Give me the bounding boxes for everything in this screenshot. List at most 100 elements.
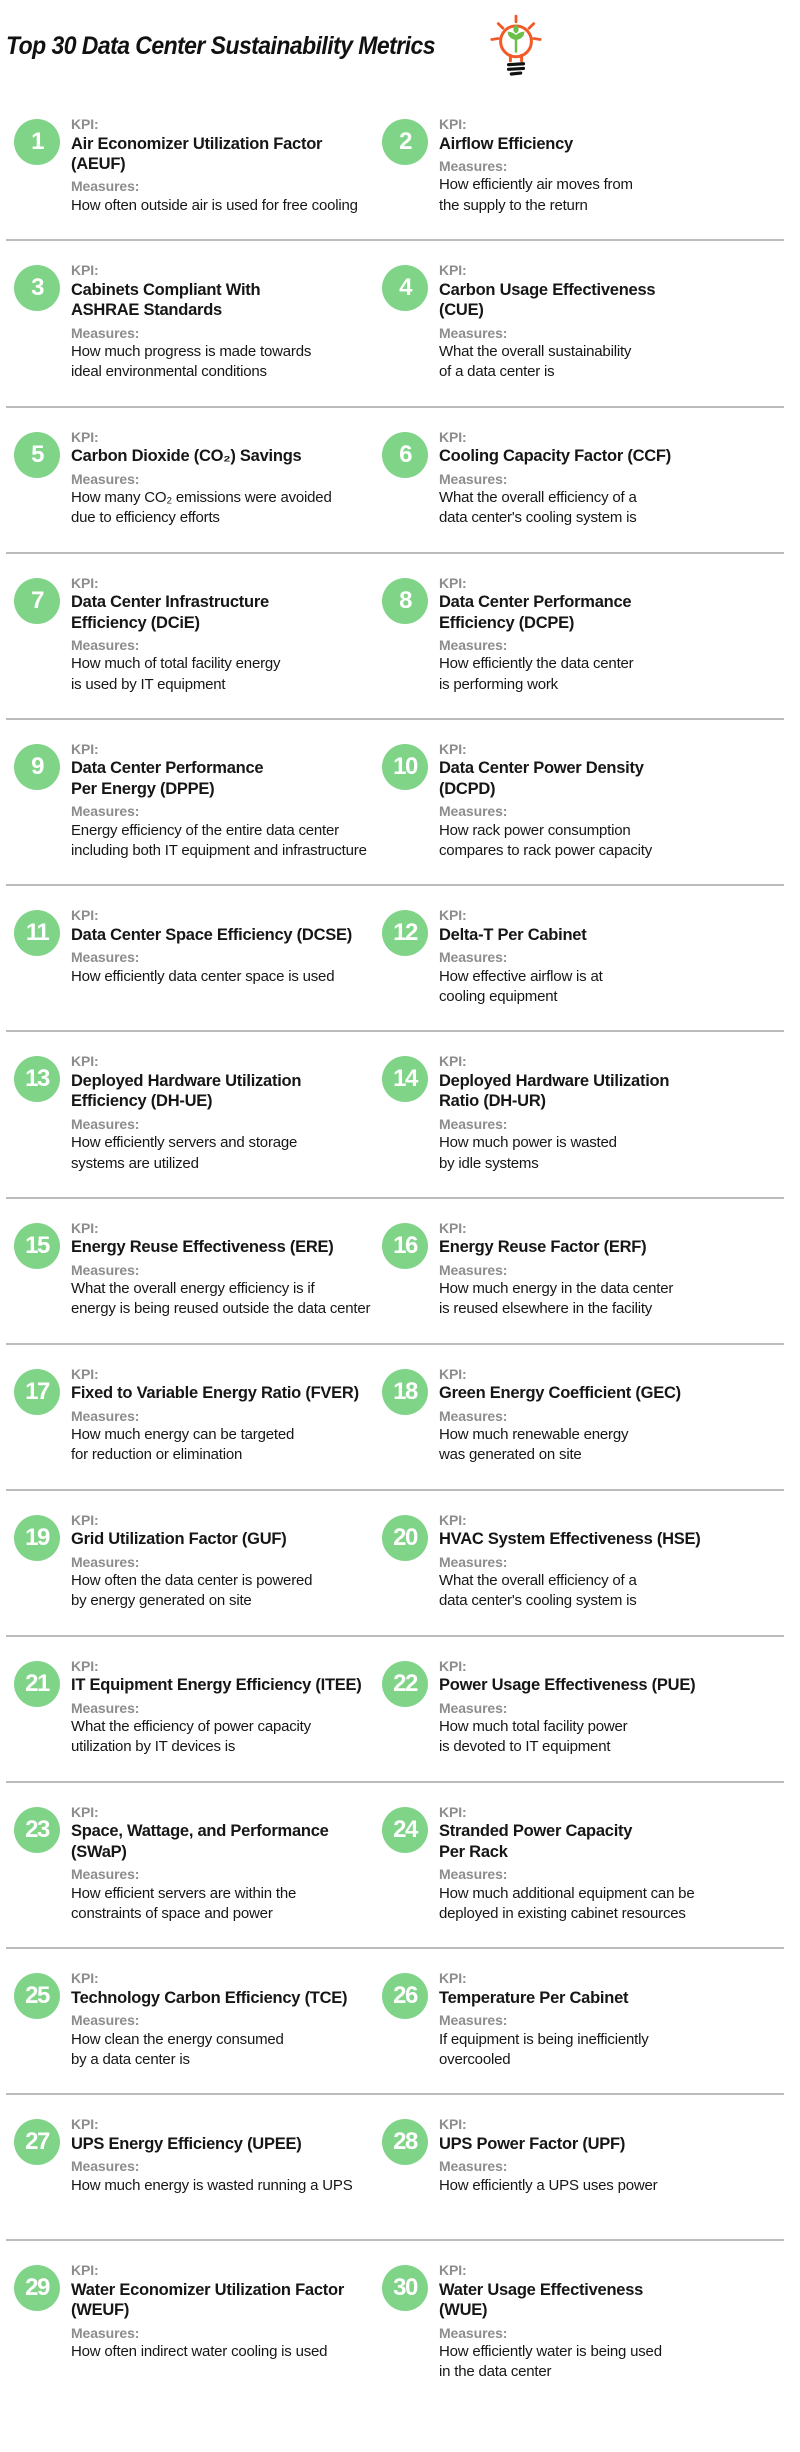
metric-number: 17 [25, 1377, 50, 1405]
measures-description: How often outside air is used for free c… [71, 196, 358, 214]
metric-text: KPI: UPS Power Factor (UPF) Measures: Ho… [439, 2116, 658, 2196]
metric-item: 9 KPI: Data Center Performance Per Energ… [6, 741, 374, 861]
kpi-name: Energy Reuse Effectiveness (ERE) [71, 1238, 334, 1257]
measures-description: How efficiently a UPS uses power [439, 2176, 658, 2194]
kpi-name: Data Center Performance Per Energy (DPPE… [71, 759, 264, 798]
metric-item: 23 KPI: Space, Wattage, and Performance … [6, 1804, 374, 1924]
metric-text: KPI: Power Usage Effectiveness (PUE) Mea… [439, 1657, 696, 1758]
metric-number-badge: 14 [382, 1056, 428, 1103]
metric-item: 27 KPI: UPS Energy Efficiency (UPEE) Mea… [6, 2116, 374, 2216]
metric-item: 22 KPI: Power Usage Effectiveness (PUE) … [374, 1658, 784, 1758]
metric-item: 1 KPI: Air Economizer Utilization Factor… [6, 116, 374, 216]
kpi-name: Space, Wattage, and Performance (SWaP) [71, 1822, 329, 1861]
measures-description: How much total facility power is devoted… [439, 1718, 628, 1756]
metric-number-badge: 1 [14, 119, 60, 165]
metric-number: 4 [399, 274, 412, 302]
measures-label: Measures: [71, 636, 140, 653]
metric-item: 12 KPI: Delta-T Per Cabinet Measures: Ho… [374, 907, 784, 1007]
kpi-label: KPI: [439, 1657, 467, 1674]
measures-label: Measures: [439, 2324, 508, 2341]
measures-label: Measures: [71, 1553, 140, 1570]
kpi-name: Deployed Hardware Utilization Ratio (DH-… [439, 1071, 670, 1111]
kpi-label: KPI: [71, 1511, 99, 1528]
metric-number-badge: 7 [14, 577, 60, 624]
measures-description: How efficient servers are within the con… [71, 1884, 297, 1922]
metric-number-badge: 13 [14, 1056, 60, 1103]
metric-number-badge: 30 [382, 2265, 428, 2312]
metric-number: 7 [31, 586, 44, 614]
metric-number: 1 [31, 128, 44, 155]
kpi-label: KPI: [439, 1970, 467, 1987]
metric-number-badge: 21 [14, 1660, 60, 1707]
metric-number: 28 [393, 2128, 418, 2156]
metric-number: 9 [31, 752, 44, 780]
metric-item: 30 KPI: Water Usage Effectiveness (WUE) … [374, 2262, 784, 2382]
metrics-row: 13 KPI: Deployed Hardware Utilization Ef… [6, 1032, 784, 1199]
measures-description: How often the data center is powered by … [71, 1572, 313, 1610]
measures-description: How much progress is made towards ideal … [71, 343, 312, 381]
measures-description: How efficiently servers and storage syst… [71, 1134, 298, 1172]
metrics-row: 1 KPI: Air Economizer Utilization Factor… [6, 95, 784, 242]
measures-description: How often indirect water cooling is used [71, 2343, 328, 2361]
kpi-name: Stranded Power Capacity Per Rack [439, 1822, 633, 1861]
metric-item: 7 KPI: Data Center Infrastructure Effici… [6, 575, 374, 695]
measures-label: Measures: [439, 1866, 508, 1883]
metric-number-badge: 25 [14, 1973, 60, 2020]
metric-number: 18 [393, 1377, 418, 1405]
kpi-name: Green Energy Coefficient (GEC) [439, 1384, 681, 1403]
kpi-label: KPI: [71, 2116, 99, 2133]
header: Top 30 Data Center Sustainability Metric… [6, 10, 784, 91]
metric-number: 10 [393, 752, 418, 780]
metrics-row: 7 KPI: Data Center Infrastructure Effici… [6, 554, 784, 720]
metrics-row: 5 KPI: Carbon Dioxide (CO₂) Savings Meas… [6, 408, 784, 554]
kpi-label: KPI: [439, 1511, 467, 1528]
metric-number: 6 [399, 440, 412, 468]
metrics-row: 21 KPI: IT Equipment Energy Efficiency (… [6, 1637, 784, 1783]
metric-item: 28 KPI: UPS Power Factor (UPF) Measures:… [374, 2116, 784, 2216]
measures-label: Measures: [439, 2158, 508, 2175]
kpi-name: Technology Carbon Efficiency (TCE) [71, 1988, 348, 2007]
metric-number: 2 [399, 128, 412, 155]
metrics-row: 15 KPI: Energy Reuse Effectiveness (ERE)… [6, 1199, 784, 1345]
metrics-grid: 1 KPI: Air Economizer Utilization Factor… [6, 95, 784, 2406]
kpi-name: Data Center Power Density (DCPD) [439, 759, 644, 798]
kpi-name: Data Center Infrastructure Efficiency (D… [71, 593, 269, 632]
kpi-label: KPI: [439, 262, 467, 279]
kpi-name: Data Center Space Efficiency (DCSE) [71, 925, 353, 944]
kpi-label: KPI: [439, 907, 467, 924]
metric-item: 16 KPI: Energy Reuse Factor (ERF) Measur… [374, 1220, 784, 1320]
metric-text: KPI: Air Economizer Utilization Factor (… [71, 116, 358, 216]
metric-number-badge: 2 [382, 119, 428, 165]
metric-number-badge: 9 [14, 743, 60, 790]
metric-number: 13 [25, 1065, 50, 1093]
kpi-name: Temperature Per Cabinet [439, 1988, 629, 2007]
metric-number: 16 [393, 1231, 418, 1259]
kpi-name: Airflow Efficiency [439, 134, 573, 153]
measures-label: Measures: [71, 324, 140, 341]
measures-description: How efficiently the data center is perfo… [439, 655, 634, 693]
kpi-name: Cooling Capacity Factor (CCF) [439, 447, 672, 466]
measures-label: Measures: [439, 1115, 508, 1132]
kpi-label: KPI: [71, 1053, 99, 1070]
kpi-label: KPI: [71, 262, 99, 279]
measures-label: Measures: [71, 2158, 140, 2175]
metric-number: 15 [25, 1231, 50, 1259]
measures-description: If equipment is being inefficiently over… [439, 2030, 649, 2068]
measures-description: What the overall sustainability of a dat… [439, 343, 632, 381]
metric-number: 19 [25, 1523, 50, 1551]
metrics-row: 27 KPI: UPS Energy Efficiency (UPEE) Mea… [6, 2095, 784, 2242]
metric-item: 14 KPI: Deployed Hardware Utilization Ra… [374, 1053, 784, 1173]
metric-text: KPI: Cooling Capacity Factor (CCF) Measu… [439, 429, 671, 529]
kpi-name: Cabinets Compliant With ASHRAE Standards [71, 280, 261, 320]
metric-number: 8 [399, 586, 412, 614]
metric-number-badge: 4 [382, 265, 428, 312]
metric-text: KPI: UPS Energy Efficiency (UPEE) Measur… [71, 2116, 353, 2196]
metric-text: KPI: Airflow Efficiency Measures: How ef… [439, 116, 633, 216]
kpi-name: Power Usage Effectiveness (PUE) [439, 1676, 696, 1695]
measures-description: How much energy in the data center is re… [439, 1280, 674, 1318]
measures-label: Measures: [439, 324, 508, 341]
measures-label: Measures: [71, 178, 140, 195]
metric-number-badge: 15 [14, 1222, 60, 1269]
metrics-row: 25 KPI: Technology Carbon Efficiency (TC… [6, 1949, 784, 2096]
